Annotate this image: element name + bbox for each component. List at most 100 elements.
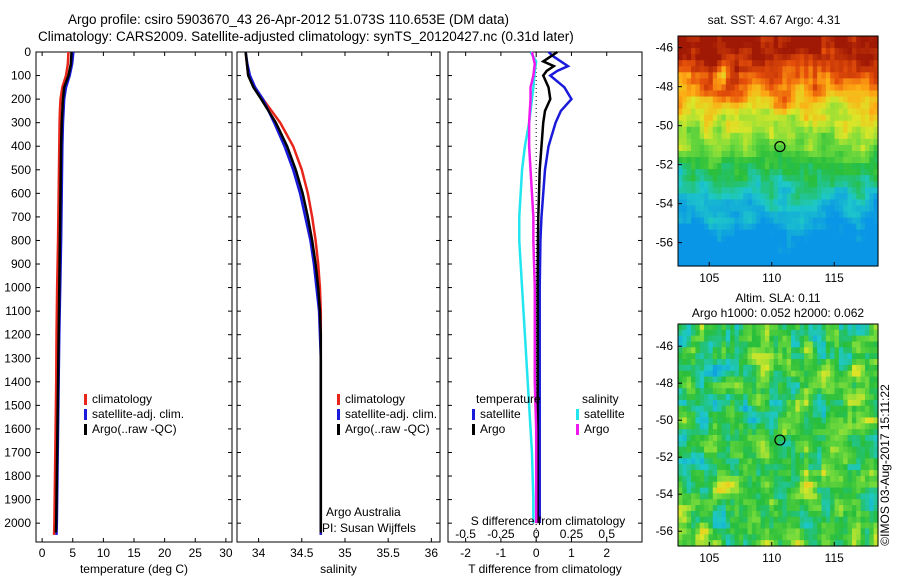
map-1-xtick-label: 115 xyxy=(825,271,844,285)
panel-3-legend-label: satellite xyxy=(584,407,625,421)
panel-1-xtick-label: 20 xyxy=(158,546,172,560)
panel-3-legend-swatch xyxy=(472,424,475,435)
imos-timestamp: ©IMOS 03-Aug-2017 15:11:22 xyxy=(878,384,892,546)
panel-3-xtick-top-label: -0.5 xyxy=(455,527,476,541)
panel-1-legend-swatch xyxy=(84,394,87,405)
map-2-xtick-label: 105 xyxy=(699,551,719,565)
map-1-ytick-label: -56 xyxy=(656,236,674,250)
map-2-frame xyxy=(677,323,879,547)
panel-1-ytick-label: 1100 xyxy=(5,304,31,318)
figure-title-line1: Argo profile: csiro 5903670_43 26-Apr-20… xyxy=(68,12,510,27)
panel-2-xtick-label: 36 xyxy=(425,546,439,560)
panel-3-legend-title-salinity: salinity xyxy=(582,392,619,406)
panel-3-xtick-label: -2 xyxy=(460,546,471,560)
map-2-ytick-label: -46 xyxy=(656,339,674,353)
panel-1-series-climatology xyxy=(52,51,70,535)
map-1-ytick-label: -54 xyxy=(656,197,674,211)
panel-1-ytick-label: 400 xyxy=(11,139,31,153)
map-2-xtick-label: 110 xyxy=(762,551,781,565)
map-2-ytick-label: -48 xyxy=(656,376,674,390)
panel-3-xtick-top-label: 0.25 xyxy=(560,527,584,541)
panel-1-xtick-label: 30 xyxy=(219,546,233,560)
map-1-ytick-label: -50 xyxy=(656,119,674,133)
panel-1-xtick-label: 10 xyxy=(97,546,111,560)
map-2-argo-marker xyxy=(774,434,786,446)
panel-3-xtick-top-label: -0.25 xyxy=(487,527,515,541)
panel-3-legend-swatch xyxy=(576,424,579,435)
panel-1-series-argo-raw-qc- xyxy=(54,51,73,533)
panel-3-legend-swatch xyxy=(472,409,475,420)
panel-1-ytick-label: 1600 xyxy=(4,422,31,436)
panel-1-ytick-label: 1900 xyxy=(4,493,31,507)
panel-2-xtick-label: 34.5 xyxy=(290,546,314,560)
map-2-ytick-label: -54 xyxy=(656,487,674,501)
panel-1-ytick-label: 900 xyxy=(11,257,31,271)
panel-3-xtick-label: 0 xyxy=(533,546,540,560)
panel-3-xtick-label: -1 xyxy=(496,546,507,560)
panel-3-xlabel-top: S difference from climatology xyxy=(471,514,626,528)
panel-3-legend-label: Argo xyxy=(584,422,610,436)
panel-3-xtick-label: 1 xyxy=(568,546,575,560)
panel-1-ytick-label: 800 xyxy=(11,233,31,247)
map-1-ytick-label: -48 xyxy=(656,80,674,94)
panel-1-ytick-label: 200 xyxy=(11,92,31,106)
panel-2-legend-label: satellite-adj. clim. xyxy=(345,407,437,421)
panel-3-legend-label: satellite xyxy=(480,407,521,421)
panel-1-ytick-label: 1400 xyxy=(4,375,31,389)
panel-1-legend-label: satellite-adj. clim. xyxy=(92,407,184,421)
map-2-field xyxy=(678,324,879,547)
map-2-xtick-label: 115 xyxy=(825,551,844,565)
panel-3-xtick-top-label: 0 xyxy=(533,527,540,541)
map-2-title-line1: Altim. SLA: 0.11 xyxy=(735,291,820,305)
panel-1-ytick-label: 0 xyxy=(24,45,31,59)
panel-1-axes xyxy=(35,51,233,543)
map-1-frame xyxy=(677,35,879,267)
panel-2-legend-label: Argo(..raw -QC) xyxy=(345,422,430,436)
map-2-ytick-label: -52 xyxy=(656,450,674,464)
panel-1-ytick-label: 300 xyxy=(11,116,31,130)
panel-1-legend-label: climatology xyxy=(92,392,152,406)
map-1-argo-marker xyxy=(774,140,786,153)
panel-2-legend-swatch xyxy=(337,424,340,435)
panel-2-legend-swatch xyxy=(337,409,340,420)
panel-1-ytick-label: 1500 xyxy=(4,398,31,412)
panel-1-ytick-label: 1800 xyxy=(4,469,31,483)
panel-2-xtick-label: 34 xyxy=(252,546,266,560)
panel-2-xtick-label: 35 xyxy=(338,546,352,560)
panel-3-xtick-top-label: 0.5 xyxy=(598,527,615,541)
panel-3-series-salinity-satellite xyxy=(518,51,538,524)
panel-2-legend-swatch xyxy=(337,394,340,405)
map-2-ytick-label: -50 xyxy=(656,413,674,427)
panel-1-legend-swatch xyxy=(84,424,87,435)
figure-title-line2: Climatology: CARS2009. Satellite-adjuste… xyxy=(38,29,574,44)
panel-3-legend-swatch xyxy=(576,409,579,420)
panel-3-xlabel: T difference from climatology xyxy=(468,562,622,576)
panel-2-axes xyxy=(236,51,441,543)
map-1-xtick-label: 110 xyxy=(762,271,781,285)
panel-1-ytick-label: 500 xyxy=(11,163,31,177)
panel-2-annotation-line2: PI: Susan Wijffels xyxy=(322,521,416,535)
panel-2-xlabel: salinity xyxy=(320,562,357,576)
panel-1-ytick-label: 1200 xyxy=(4,328,31,342)
panel-1-xtick-label: 25 xyxy=(189,546,203,560)
panel-2-series-argo-raw-qc- xyxy=(244,51,323,533)
map-1-xtick-label: 105 xyxy=(699,271,719,285)
panel-1-ytick-label: 100 xyxy=(11,69,31,83)
panel-1-xtick-label: 0 xyxy=(39,546,46,560)
panel-1-ytick-label: 1000 xyxy=(4,281,31,295)
panel-1-legend-swatch xyxy=(84,409,87,420)
panel-1-ytick-label: 700 xyxy=(11,210,31,224)
map-1-ytick-label: -46 xyxy=(656,41,674,55)
panel-1-xtick-label: 15 xyxy=(127,546,141,560)
panel-1-ytick-label: 1300 xyxy=(4,351,31,365)
panel-1-xlabel: temperature (deg C) xyxy=(80,562,188,576)
panel-1-ytick-label: 2000 xyxy=(4,516,31,530)
map-2-ytick-label: -56 xyxy=(656,524,674,538)
panel-2-xtick-label: 35.5 xyxy=(376,546,400,560)
panel-3-series-temperature-argo xyxy=(536,50,559,524)
map-2-title-line2: Argo h1000: 0.052 h2000: 0.062 xyxy=(692,306,864,320)
map-1-ytick-label: -52 xyxy=(656,158,674,172)
panel-3-legend-title-temperature: temperature xyxy=(476,392,541,406)
